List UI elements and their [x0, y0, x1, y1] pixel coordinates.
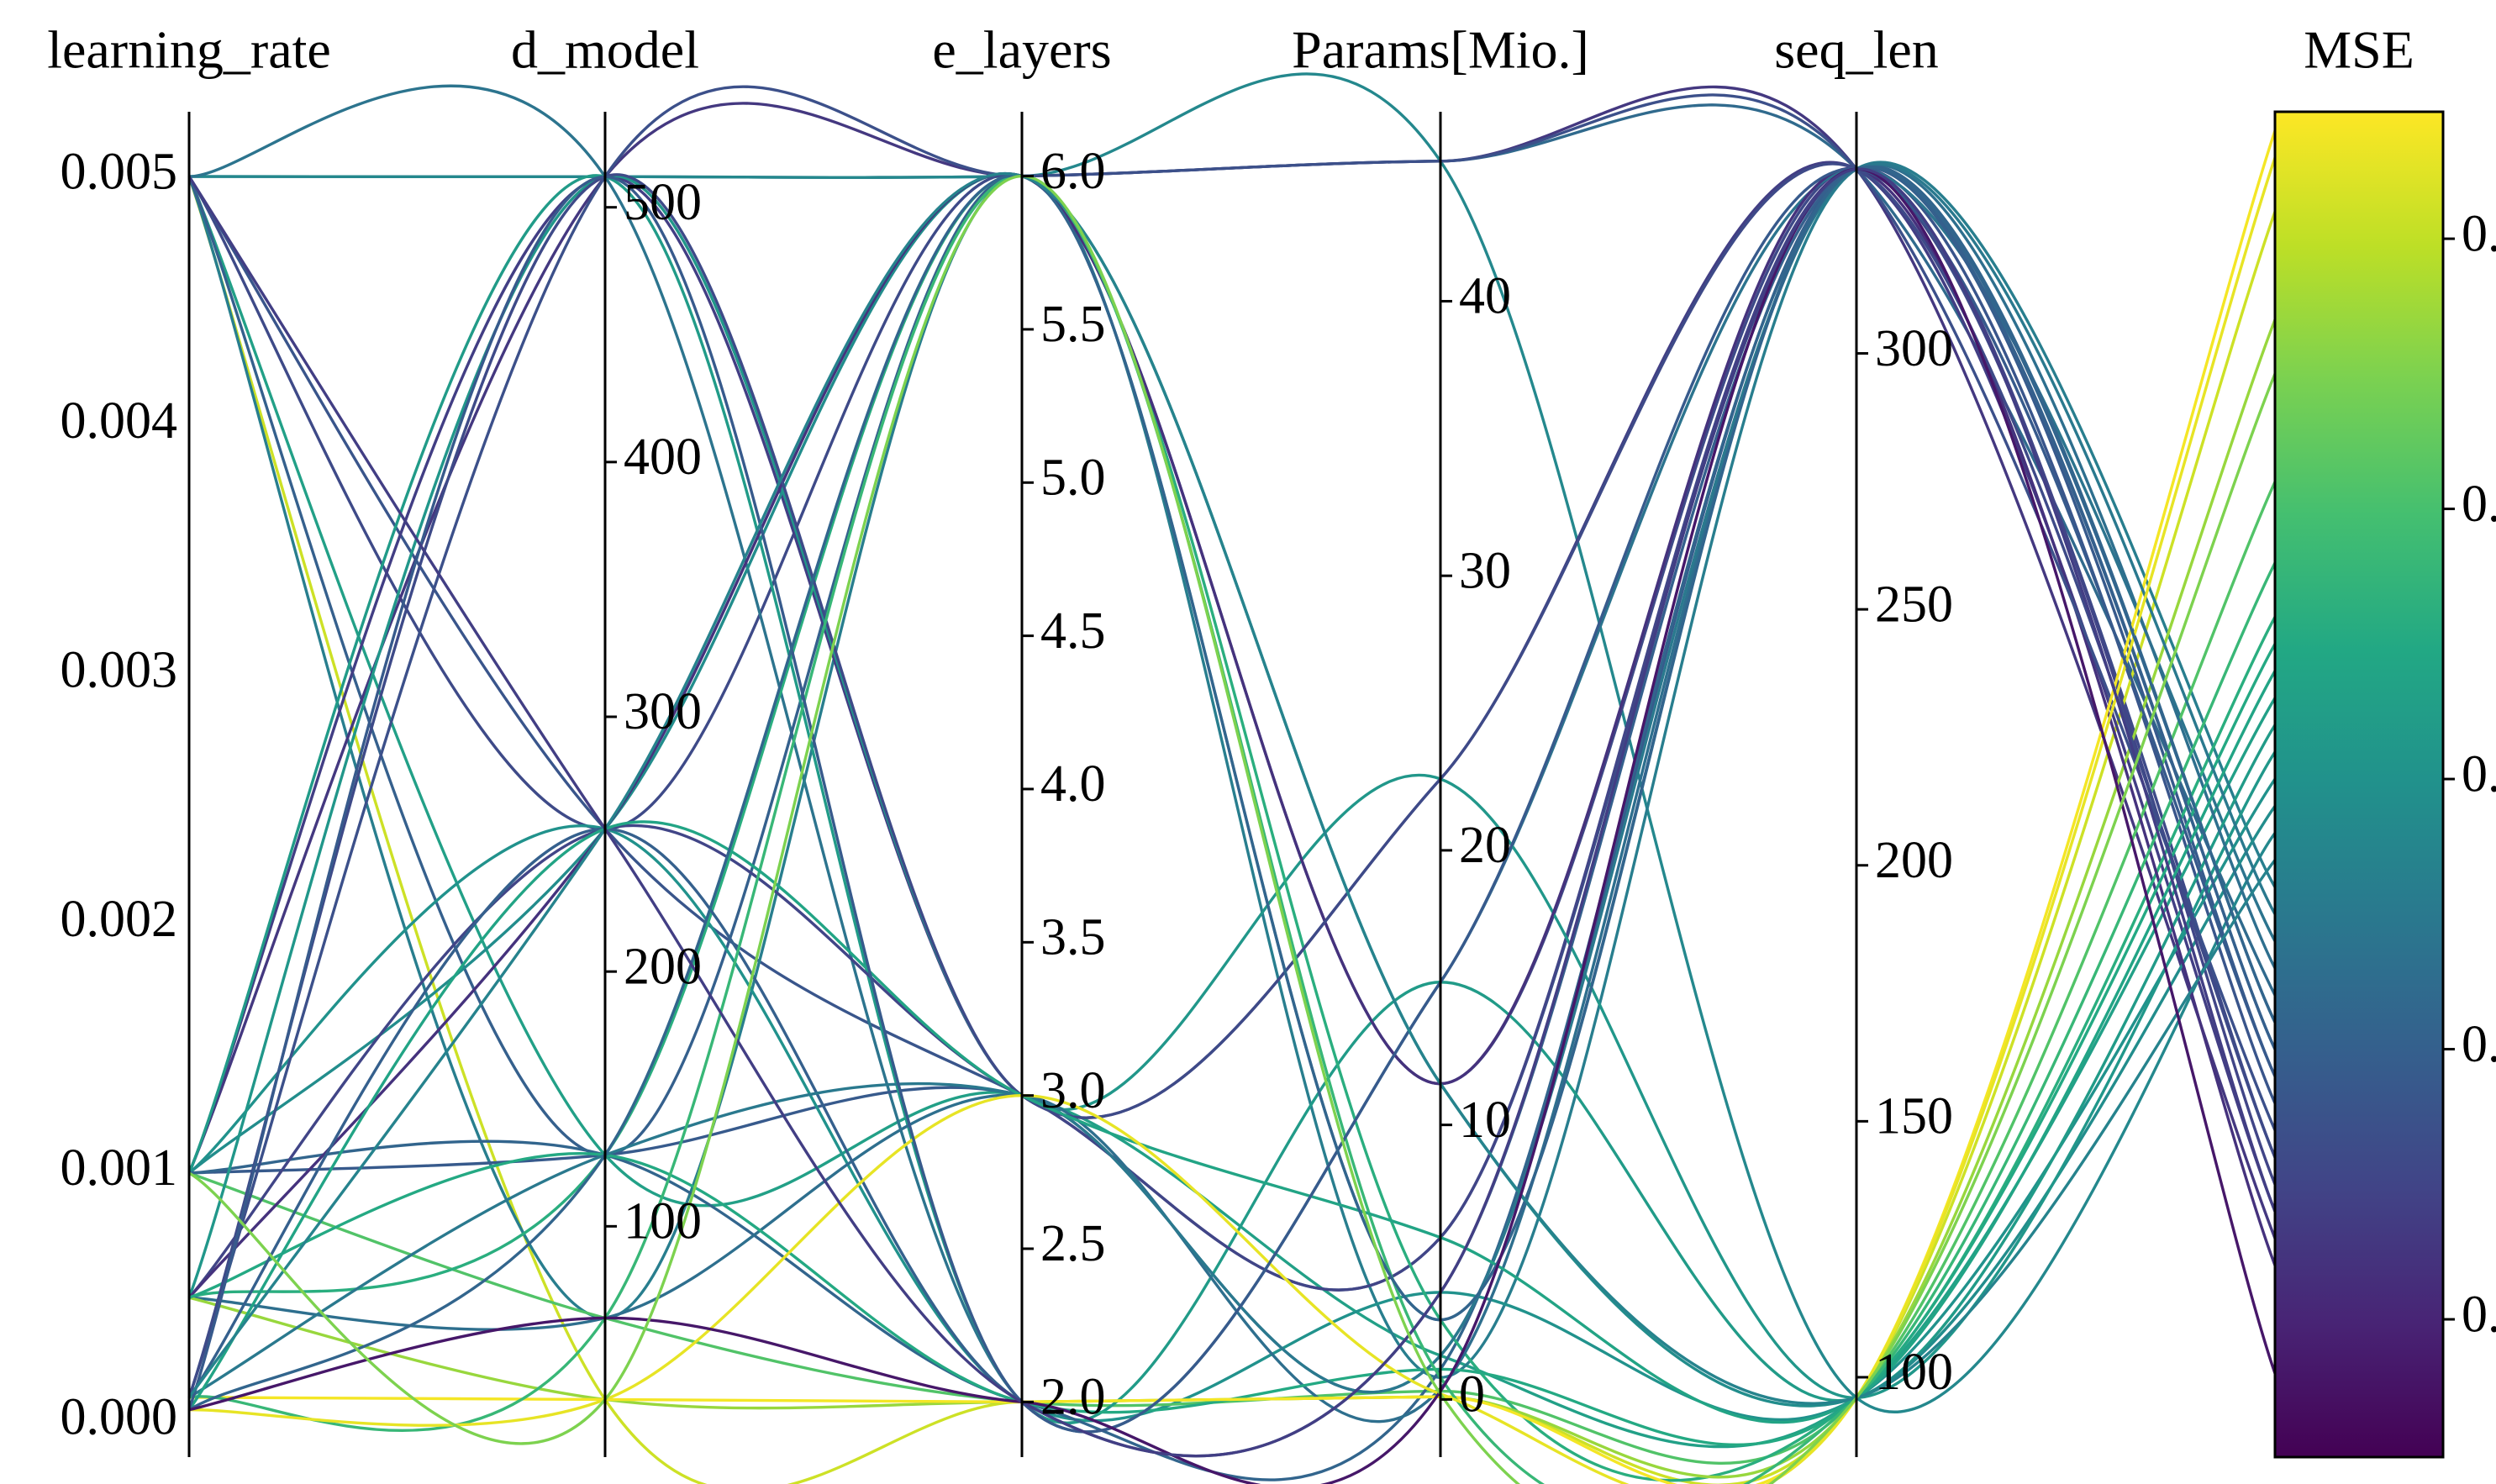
- data-line: [187, 85, 2277, 1398]
- tick-label: 5.5: [1040, 296, 1106, 353]
- data-line: [187, 167, 2277, 1299]
- tick-label: 4.5: [1040, 603, 1106, 660]
- tick-label: 3.0: [1040, 1062, 1106, 1119]
- lines: [187, 72, 2277, 1484]
- data-line: [187, 85, 2277, 1239]
- axis-title: d_model: [511, 20, 699, 80]
- data-line: [187, 167, 2277, 1458]
- data-line: [187, 670, 2277, 1424]
- tick-label: 200: [624, 938, 702, 995]
- tick-label: 400: [624, 429, 702, 486]
- tick-label: 0.10: [2462, 205, 2496, 262]
- data-line: [187, 166, 2277, 1322]
- data-line: [188, 165, 2277, 1412]
- data-line: [188, 643, 2277, 1446]
- tick-label: 0.000: [61, 1389, 178, 1446]
- tick-label: 500: [624, 174, 702, 231]
- data-line: [187, 176, 2277, 1449]
- tick-label: 100: [624, 1193, 702, 1250]
- tick-label: 5.0: [1040, 450, 1106, 507]
- data-line: [187, 162, 2277, 1398]
- data-line: [188, 165, 2277, 1481]
- data-line: [188, 103, 2277, 997]
- tick-label: 2.5: [1040, 1215, 1106, 1272]
- tick-label: 20: [1459, 817, 1511, 874]
- data-line: [187, 778, 2277, 1423]
- data-line: [187, 167, 2277, 1434]
- axis-title: Params[Mio.]: [1292, 20, 1589, 80]
- tick-label: 0.002: [61, 891, 178, 948]
- data-line: [187, 176, 2277, 1484]
- tick-label: 0.08: [2462, 745, 2496, 803]
- axis-title: MSE: [2304, 20, 2414, 80]
- tick-label: 6.0: [1040, 143, 1106, 200]
- tick-label: 0.003: [61, 641, 178, 698]
- data-line: [187, 167, 2277, 1299]
- tick-label: 0.004: [61, 392, 178, 450]
- data-line: [187, 174, 2277, 1424]
- tick-label: 0: [1459, 1366, 1485, 1423]
- tick-label: 10: [1459, 1092, 1511, 1149]
- tick-label: 0.07: [2462, 1016, 2496, 1073]
- tick-label: 40: [1459, 268, 1511, 325]
- tick-label: 250: [1875, 576, 1953, 633]
- tick-label: 300: [624, 683, 702, 740]
- data-line: [188, 174, 2277, 1484]
- tick-label: 200: [1875, 832, 1953, 889]
- axis-title: e_layers: [932, 20, 1111, 80]
- tick-label: 2.0: [1040, 1369, 1106, 1426]
- data-line: [188, 167, 2277, 1484]
- axes: learning_rate 0.000 0.001 0.002 0.003 0.004 0.…: [47, 20, 2496, 1459]
- axis-title: learning_rate: [47, 20, 331, 80]
- tick-label: 30: [1459, 542, 1511, 599]
- tick-label: 100: [1875, 1344, 1953, 1401]
- tick-label: 0.005: [61, 143, 178, 200]
- data-line: [188, 174, 2277, 1482]
- colorbar: [2273, 110, 2445, 1459]
- tick-label: 4.0: [1040, 755, 1106, 813]
- tick-label: 150: [1875, 1088, 1953, 1145]
- tick-label: 0.06: [2462, 1286, 2496, 1343]
- tick-label: 0.09: [2462, 476, 2496, 533]
- data-line: [187, 172, 2277, 1405]
- tick-label: 0.001: [61, 1139, 178, 1197]
- tick-label: 3.5: [1040, 909, 1106, 966]
- tick-label: 300: [1875, 320, 1953, 377]
- data-line: [188, 174, 2277, 1484]
- data-line: [188, 163, 2277, 1423]
- axis-title: seq_len: [1774, 20, 1939, 80]
